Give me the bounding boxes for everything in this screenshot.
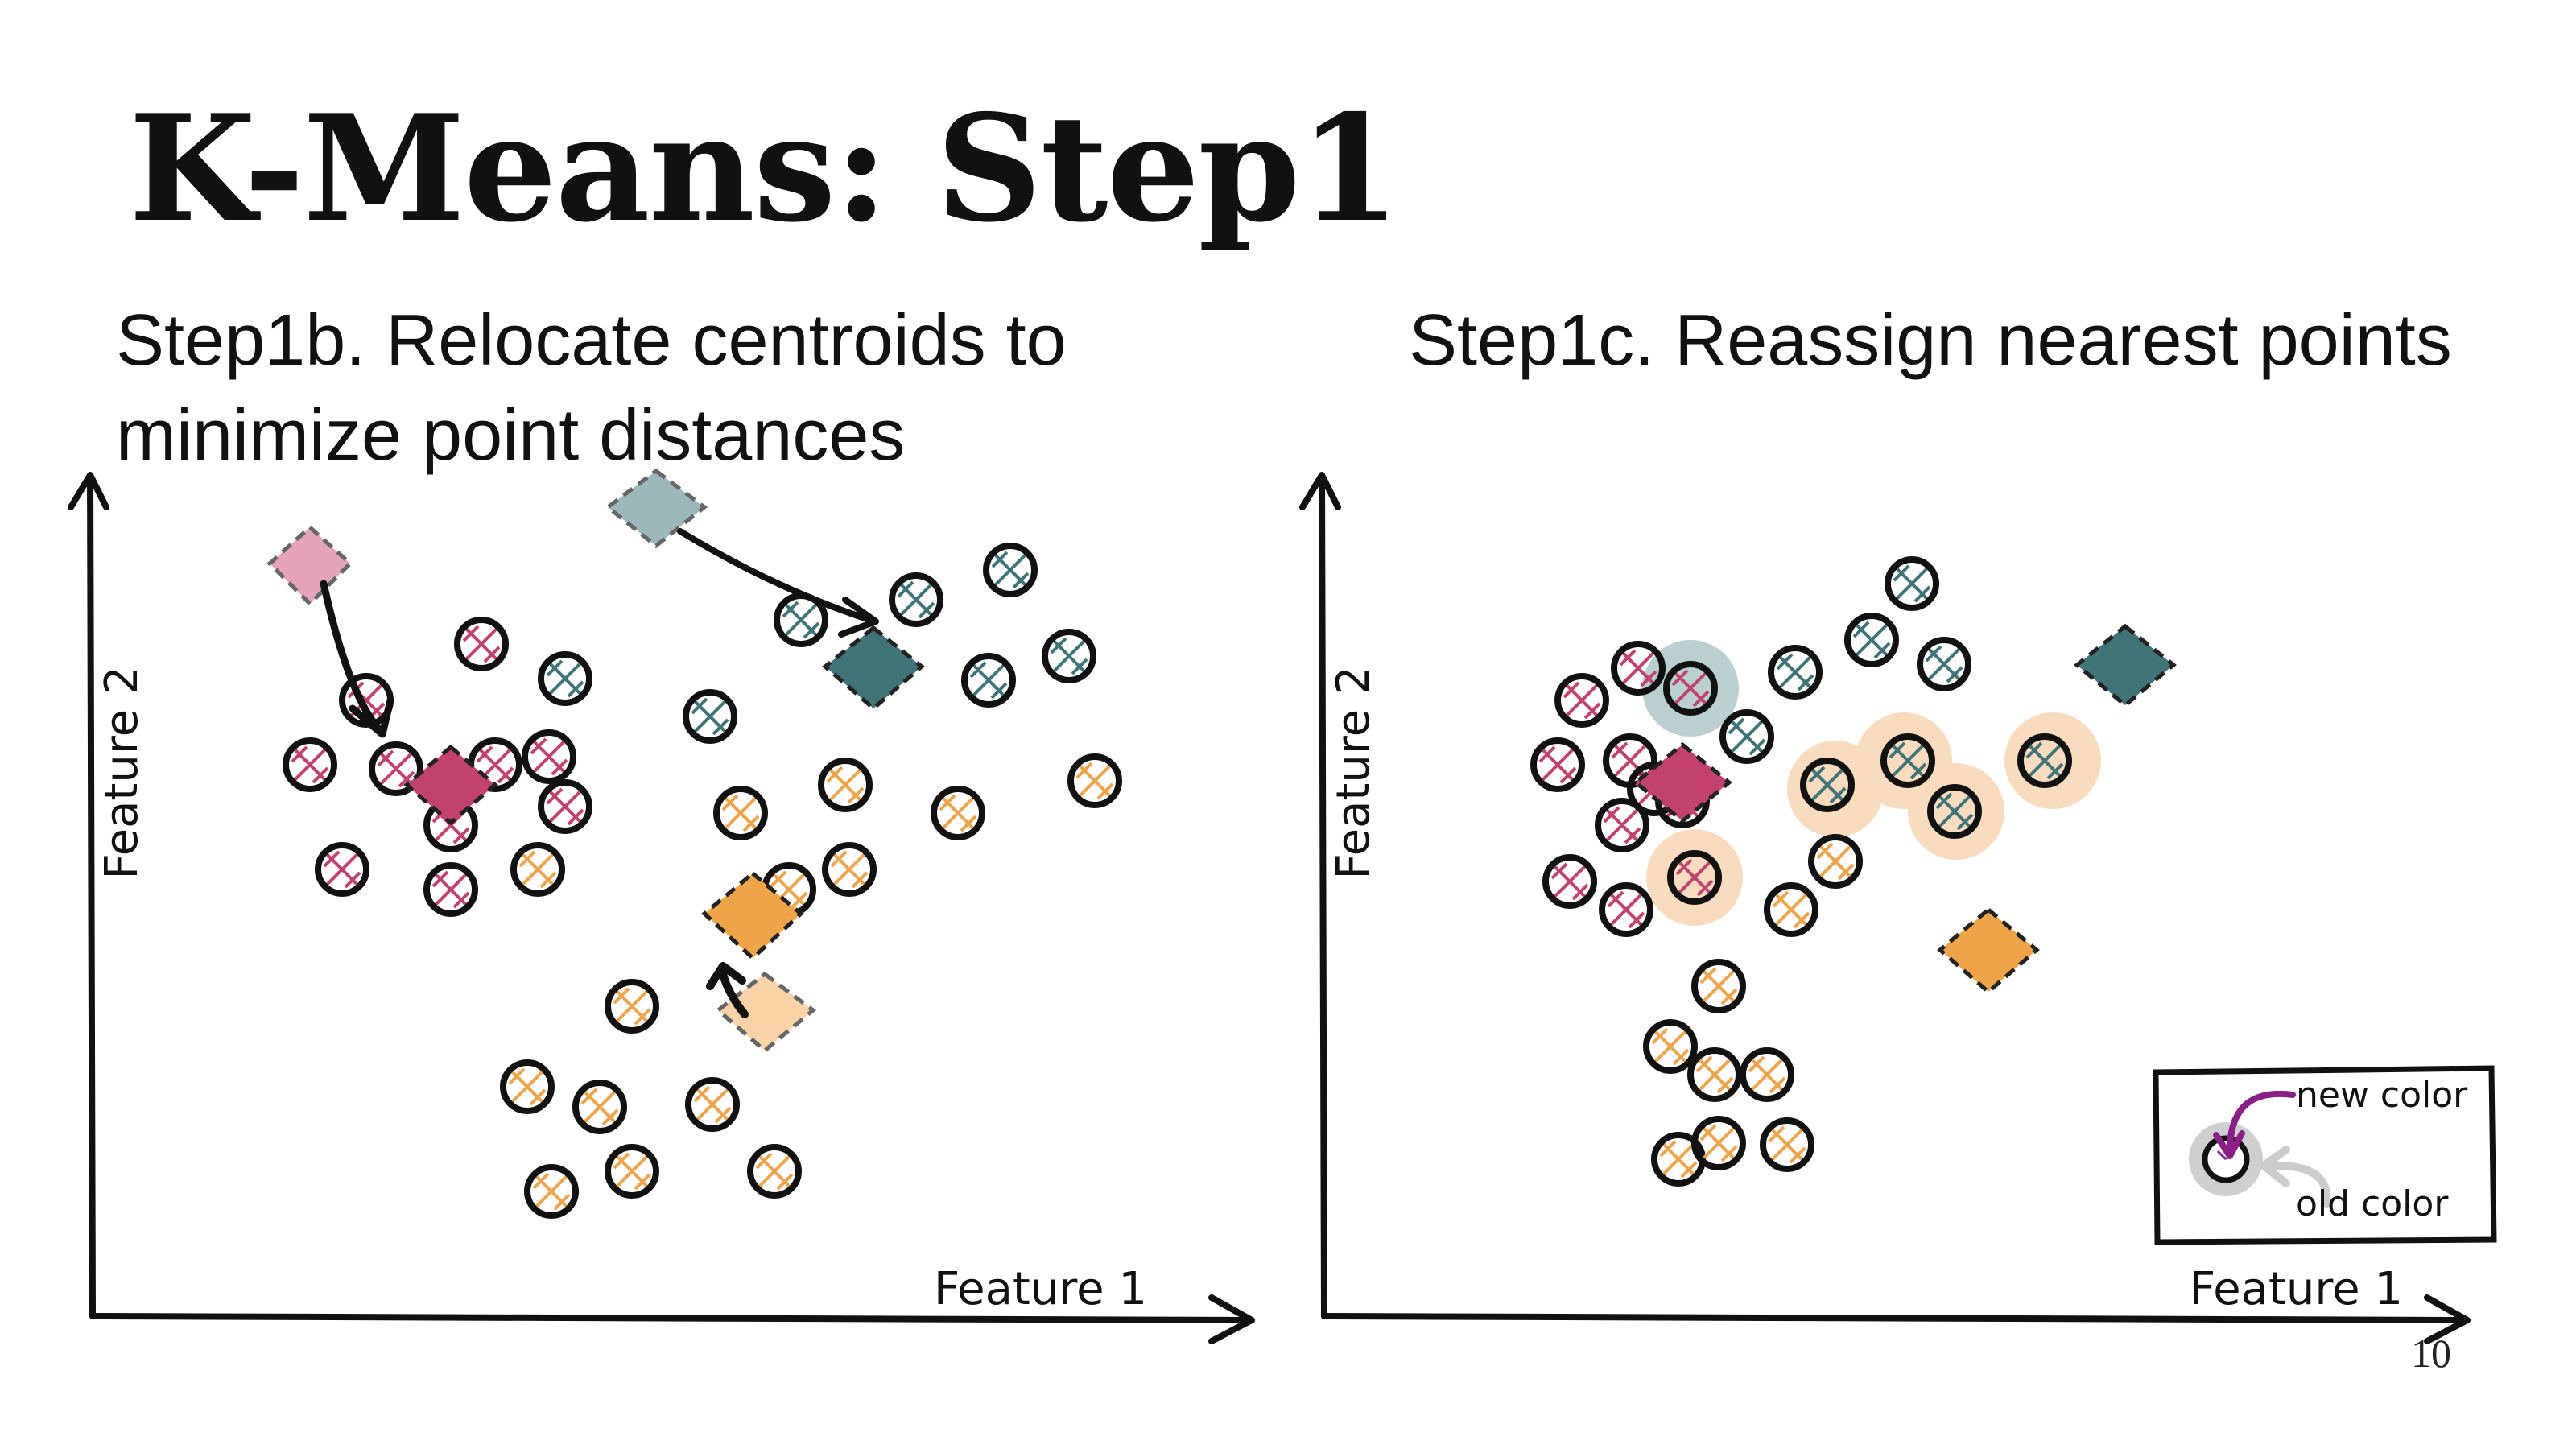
data-point bbox=[983, 543, 1038, 597]
left-points bbox=[283, 543, 1122, 1219]
orange-move-arrow bbox=[706, 962, 749, 1018]
data-point bbox=[2017, 733, 2072, 788]
data-point bbox=[538, 779, 592, 834]
data-point bbox=[1599, 882, 1653, 937]
data-point bbox=[685, 1077, 740, 1132]
data-point bbox=[572, 1080, 627, 1134]
data-point bbox=[1880, 733, 1935, 788]
x-axis bbox=[1321, 1294, 2471, 1344]
left-subtitle: Step1b. Relocate centroids to minimize p… bbox=[116, 293, 1243, 483]
left-scatter-svg: Feature 1 Feature 2 bbox=[68, 468, 1255, 1344]
data-point bbox=[961, 653, 1016, 708]
data-point bbox=[605, 1144, 659, 1199]
data-point bbox=[747, 1144, 802, 1199]
data-point bbox=[1768, 645, 1823, 700]
teal-move-arrow bbox=[677, 528, 879, 638]
y-axis bbox=[68, 472, 109, 1319]
data-point bbox=[1067, 753, 1122, 808]
data-point bbox=[1643, 1019, 1698, 1074]
old-teal-centroid bbox=[604, 468, 708, 549]
reassign-halo bbox=[2004, 712, 2101, 809]
pink-centroid bbox=[1633, 741, 1732, 824]
right-scatter-panel: Feature 1 Feature 2 new color old color bbox=[1280, 451, 2520, 1360]
pink-move-arrow bbox=[320, 580, 394, 738]
data-point bbox=[818, 758, 873, 812]
new-teal-centroid bbox=[822, 625, 925, 712]
data-point bbox=[1740, 1047, 1794, 1102]
data-point bbox=[538, 651, 592, 706]
y-axis-label: Feature 2 bbox=[1327, 666, 1380, 879]
legend-box: new color old color bbox=[2153, 1065, 2497, 1245]
data-point bbox=[1663, 661, 1718, 716]
old-color-arrow bbox=[2266, 1161, 2331, 1208]
data-point bbox=[524, 1164, 579, 1219]
data-point bbox=[1885, 556, 1939, 611]
data-point bbox=[1042, 629, 1096, 683]
left-subtitle-line1: Step1b. Relocate centroids to bbox=[116, 300, 1067, 381]
data-point bbox=[423, 862, 478, 917]
y-axis bbox=[1299, 472, 1341, 1319]
right-subtitle: Step1c. Reassign nearest points bbox=[1409, 300, 2452, 381]
x-axis bbox=[89, 1294, 1255, 1344]
data-point bbox=[1667, 850, 1722, 905]
data-point bbox=[454, 617, 509, 671]
old-orange-centroid bbox=[715, 971, 817, 1054]
orange-centroid bbox=[1937, 906, 2040, 995]
data-point bbox=[1530, 737, 1585, 792]
data-point bbox=[522, 729, 576, 784]
data-point bbox=[683, 689, 737, 744]
data-point bbox=[1611, 641, 1666, 696]
y-axis-label: Feature 2 bbox=[96, 666, 148, 879]
data-point bbox=[1760, 1117, 1814, 1172]
data-point bbox=[1808, 834, 1863, 889]
new-orange-centroid bbox=[701, 870, 804, 961]
data-point bbox=[605, 979, 659, 1034]
data-point bbox=[1764, 882, 1818, 937]
left-scatter-panel: Feature 1 Feature 2 bbox=[48, 451, 1288, 1360]
data-point bbox=[931, 786, 985, 840]
data-point bbox=[1917, 637, 1971, 691]
data-point bbox=[889, 572, 943, 627]
data-point bbox=[1927, 784, 1982, 839]
data-point bbox=[369, 741, 423, 796]
data-point bbox=[315, 842, 369, 897]
legend-new-color: new color bbox=[2296, 1075, 2468, 1116]
page-title: K-Means: Step1 bbox=[129, 82, 1401, 254]
data-point bbox=[713, 786, 768, 840]
data-point bbox=[1554, 673, 1609, 728]
new-color-arrow bbox=[2227, 1090, 2296, 1154]
page-number: 10 bbox=[2411, 1331, 2451, 1376]
data-point bbox=[822, 842, 877, 897]
left-subtitle-line2: minimize point distances bbox=[116, 395, 906, 476]
data-point bbox=[510, 842, 565, 897]
right-scatter-svg: Feature 1 Feature 2 new color old color bbox=[1299, 472, 2497, 1344]
x-axis-label: Feature 1 bbox=[934, 1263, 1147, 1315]
reassigned-halos bbox=[1642, 640, 2101, 926]
old-pink-centroid bbox=[266, 524, 353, 607]
data-point bbox=[500, 1059, 555, 1114]
data-point bbox=[1719, 709, 1774, 764]
data-point bbox=[1800, 758, 1855, 812]
data-point bbox=[1691, 1116, 1746, 1170]
teal-centroid bbox=[2074, 623, 2177, 708]
legend-old-color: old color bbox=[2296, 1183, 2449, 1224]
data-point bbox=[1542, 854, 1597, 909]
x-axis-label: Feature 1 bbox=[2190, 1263, 2403, 1315]
data-point bbox=[283, 737, 337, 792]
data-point bbox=[1844, 613, 1899, 667]
data-point bbox=[1691, 959, 1746, 1013]
right-points bbox=[1530, 556, 2072, 1187]
data-point bbox=[1595, 798, 1649, 852]
new-pink-centroid bbox=[403, 744, 498, 826]
data-point bbox=[1687, 1047, 1742, 1102]
